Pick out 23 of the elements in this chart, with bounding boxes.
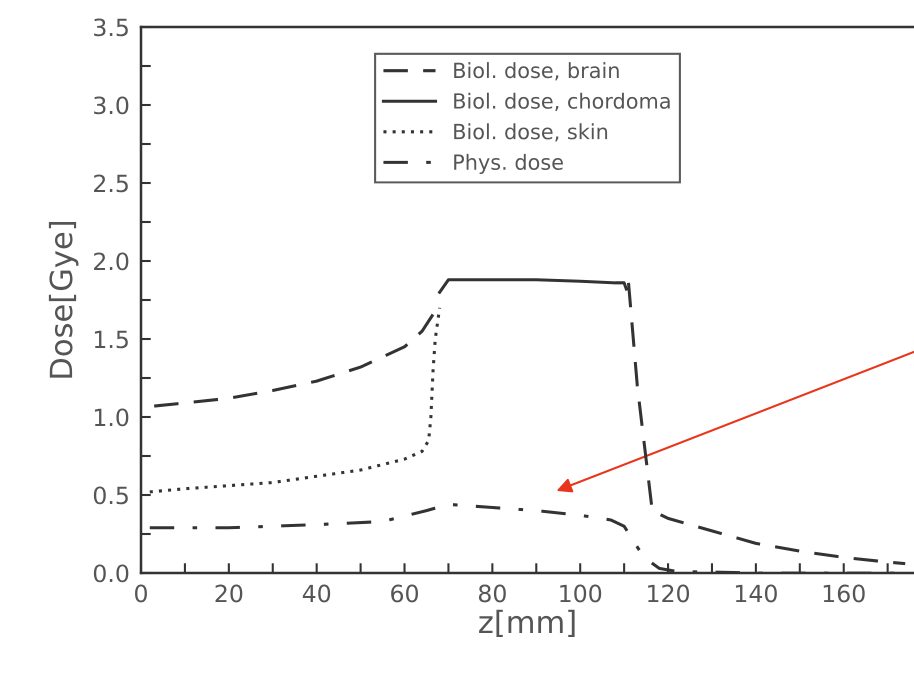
x-tick-label: 20	[216, 584, 242, 602]
y-tick-label: 0.5	[94, 486, 128, 504]
y-tick-label: 2.5	[94, 174, 128, 192]
legend-label: Biol. dose, skin	[454, 123, 608, 142]
y-tick-label: 3.5	[94, 18, 128, 36]
y-tick-label: 2.0	[94, 252, 128, 270]
y-tick-label: 0.0	[94, 564, 128, 582]
x-tick-label: 160	[824, 584, 865, 602]
x-tick-label: 60	[391, 584, 418, 602]
x-axis-title: z[mm]	[479, 610, 575, 637]
y-tick-label: 3.0	[94, 96, 128, 114]
x-tick-label: 100	[560, 584, 602, 602]
x-tick-label: 140	[736, 584, 777, 602]
y-axis-title: Dose[Gye]	[48, 222, 78, 378]
x-tick-label: 40	[302, 584, 330, 602]
x-tick-label: 80	[478, 584, 506, 602]
legend-label: Phys. dose	[454, 154, 563, 174]
y-tick-label: 1.5	[94, 330, 128, 348]
x-tick-label: 120	[648, 584, 690, 602]
legend-label: Biol. dose, brain	[454, 62, 619, 80]
y-tick-label: 1.0	[94, 408, 128, 426]
legend-label: Biol. dose, chordoma	[454, 92, 670, 111]
x-tick-label: 0	[135, 584, 147, 602]
